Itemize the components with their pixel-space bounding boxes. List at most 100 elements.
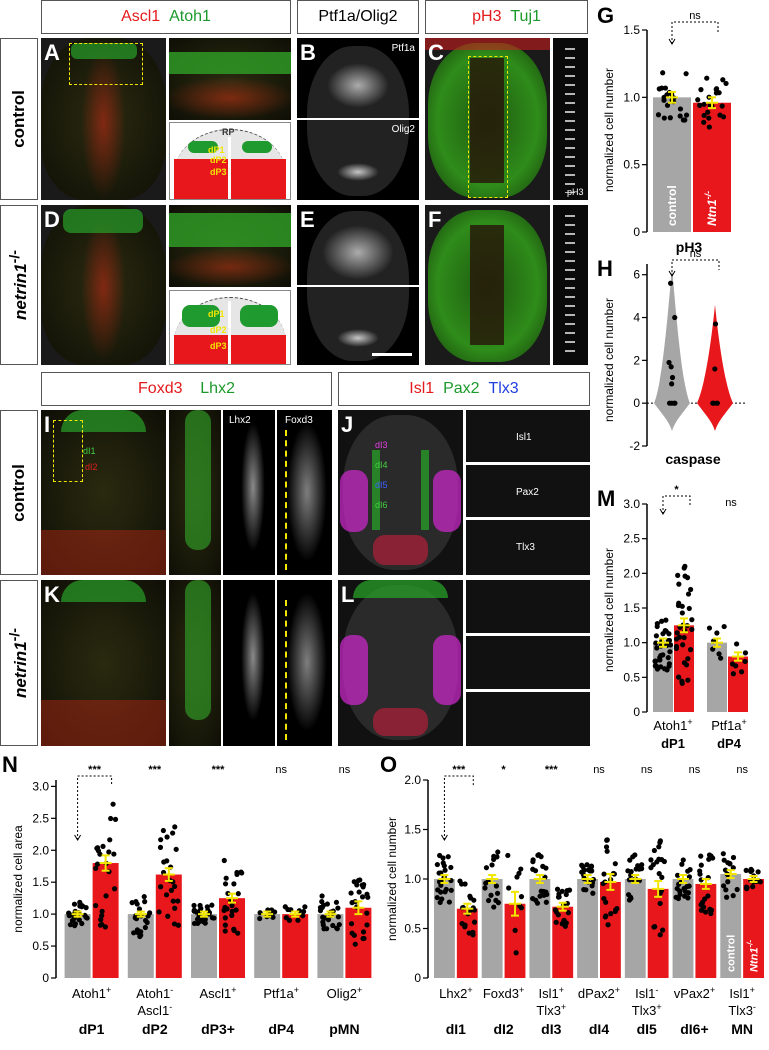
chart-m-cat-1-text: Atoh1 xyxy=(653,718,687,733)
label-olig2: Olig2 xyxy=(391,124,415,135)
chart-o-bar-mutant xyxy=(552,906,574,978)
chart-n-dot xyxy=(142,917,149,924)
chart-n: 0 0.5 1.0 1.5 2.0 2.5 3.0 normalized cell area *… xyxy=(11,764,372,1037)
chart-n-dot xyxy=(100,843,106,849)
label-di2: dI2 xyxy=(85,462,98,472)
chart-o-dot xyxy=(720,851,726,857)
chart-o-sig-label: *** xyxy=(452,764,466,776)
header-foxd3-text: Foxd3 xyxy=(138,380,183,397)
chart-o-dot xyxy=(708,910,714,917)
chart-n-cat-line1-sup: + xyxy=(294,985,299,995)
chart-o-cat-line1: Isl1+ xyxy=(539,985,565,1001)
chart-o-dot xyxy=(485,897,492,904)
header-lhx2-text: Lhx2 xyxy=(200,380,235,397)
chart-o-dot xyxy=(699,899,706,905)
image-panel-j-pax2: Pax2 xyxy=(466,465,590,517)
chart-m-sig-label: ns xyxy=(725,497,737,509)
chart-o-sig-label: * xyxy=(501,764,506,776)
chart-m-ylabel: normalized cell number xyxy=(602,548,616,672)
chart-n-dot xyxy=(229,908,235,914)
chart-n-dot xyxy=(198,905,204,912)
chart-g-sig-label: ns xyxy=(689,10,701,22)
chart-o-dot xyxy=(495,849,501,855)
chart-o-dot xyxy=(543,899,549,905)
chart-o-cat-line2-text: Tlx3 xyxy=(728,1003,753,1018)
chart-n-dot xyxy=(83,905,89,911)
chart-o-dot xyxy=(639,862,645,868)
chart-n-dot xyxy=(138,932,144,938)
chart-g-sig xyxy=(671,21,719,44)
chart-n-dot xyxy=(164,834,170,840)
chart-g-y-tick-label: 1.0 xyxy=(623,90,640,104)
chart-o-grp-label: dI2 xyxy=(493,1021,513,1037)
chart-n-cat-line1-text: Olig2 xyxy=(327,986,357,1001)
chart-n-dot xyxy=(335,914,342,920)
chart-o-dot xyxy=(554,886,561,892)
chart-o-cat-line1: Foxd3+ xyxy=(483,985,524,1001)
chart-g-ylabel: normalized cell number xyxy=(602,68,616,192)
panel-letter-h: H xyxy=(597,256,613,281)
chart-n-dot xyxy=(324,901,331,907)
chart-m-dot xyxy=(688,586,694,593)
chart-g-y-tick-label: 1.5 xyxy=(623,23,640,37)
chart-o-dot xyxy=(603,844,610,850)
chart-n-cat-line1-text: Atoh1 xyxy=(72,986,106,1001)
chart-m-dot xyxy=(676,674,682,680)
chart-o-dot xyxy=(698,853,704,859)
chart-o-dot xyxy=(730,854,737,861)
image-panel-b: B Ptf1a Olig2 xyxy=(297,38,419,200)
chart-o-dot xyxy=(541,888,547,895)
chart-m-dot xyxy=(654,623,660,630)
chart-n-y-tick-label: 2.5 xyxy=(32,811,49,825)
chart-m-cat-2-sup: + xyxy=(742,717,747,727)
chart-o-y-tick-label: 0 xyxy=(414,971,421,985)
chart-o-bar-mutant xyxy=(743,879,764,978)
chart-n-dot xyxy=(168,887,175,893)
chart-n-bar-mutant xyxy=(92,863,119,978)
chart-o-dot xyxy=(657,900,663,907)
chart-o-dot xyxy=(534,900,541,906)
chart-n-dot xyxy=(94,861,101,867)
chart-n-dot xyxy=(351,879,357,885)
image-panel-i: dI1 dI2 I xyxy=(41,410,166,575)
chart-o-dot xyxy=(580,864,586,870)
chart-o-cat-line1: Isl1+ xyxy=(729,985,755,1001)
chart-n-dot xyxy=(191,907,197,913)
chart-o-sig xyxy=(443,775,474,840)
chart-m-y-tick-label: 0 xyxy=(633,705,640,719)
header-isl1-text: Isl1 xyxy=(409,380,435,397)
chart-h-dot xyxy=(666,359,672,366)
chart-o-dot xyxy=(702,909,709,915)
chart-n-dot xyxy=(191,920,198,927)
panel-letter-e: E xyxy=(300,207,315,232)
chart-n-dot xyxy=(302,904,308,910)
chart-n-dot xyxy=(209,915,216,921)
chart-n-dot xyxy=(170,830,176,836)
chart-g-dot xyxy=(659,85,665,91)
chart-o-dot xyxy=(659,874,665,880)
row-label-mutant-mid: netrin1-/- xyxy=(0,580,38,746)
chart-o-cat-line1-sup: + xyxy=(615,985,620,995)
chart-n-dot xyxy=(158,884,164,890)
chart-o-cat-line1-text: Isl1 xyxy=(635,986,655,1001)
chart-n-dot xyxy=(209,902,215,908)
chart-o-dot xyxy=(589,868,595,874)
chart-n-cat-line1-sup: + xyxy=(357,985,362,995)
chart-m-dot xyxy=(667,649,673,655)
chart-n-dot xyxy=(285,906,291,913)
chart-o-dot xyxy=(556,891,562,897)
chart-m-dot xyxy=(658,652,664,659)
chart-g-bar-label-mutant-sup: -/- xyxy=(703,191,713,200)
chart-n-dot xyxy=(98,917,104,923)
image-panel-c-zoom: pH3 xyxy=(553,38,588,200)
chart-n-dot xyxy=(222,922,228,928)
chart-n-dot xyxy=(221,857,227,864)
chart-o-cat-line1-text: Isl1 xyxy=(539,986,559,1001)
chart-n-dot xyxy=(234,869,240,876)
chart-n-dot xyxy=(319,899,325,905)
chart-n-dot xyxy=(165,913,171,919)
chart-n-cat-line1-text: Ptf1a xyxy=(263,986,294,1001)
chart-n-dot xyxy=(173,846,179,852)
chart-o-dot xyxy=(446,899,452,905)
chart-o-dot xyxy=(628,872,634,878)
